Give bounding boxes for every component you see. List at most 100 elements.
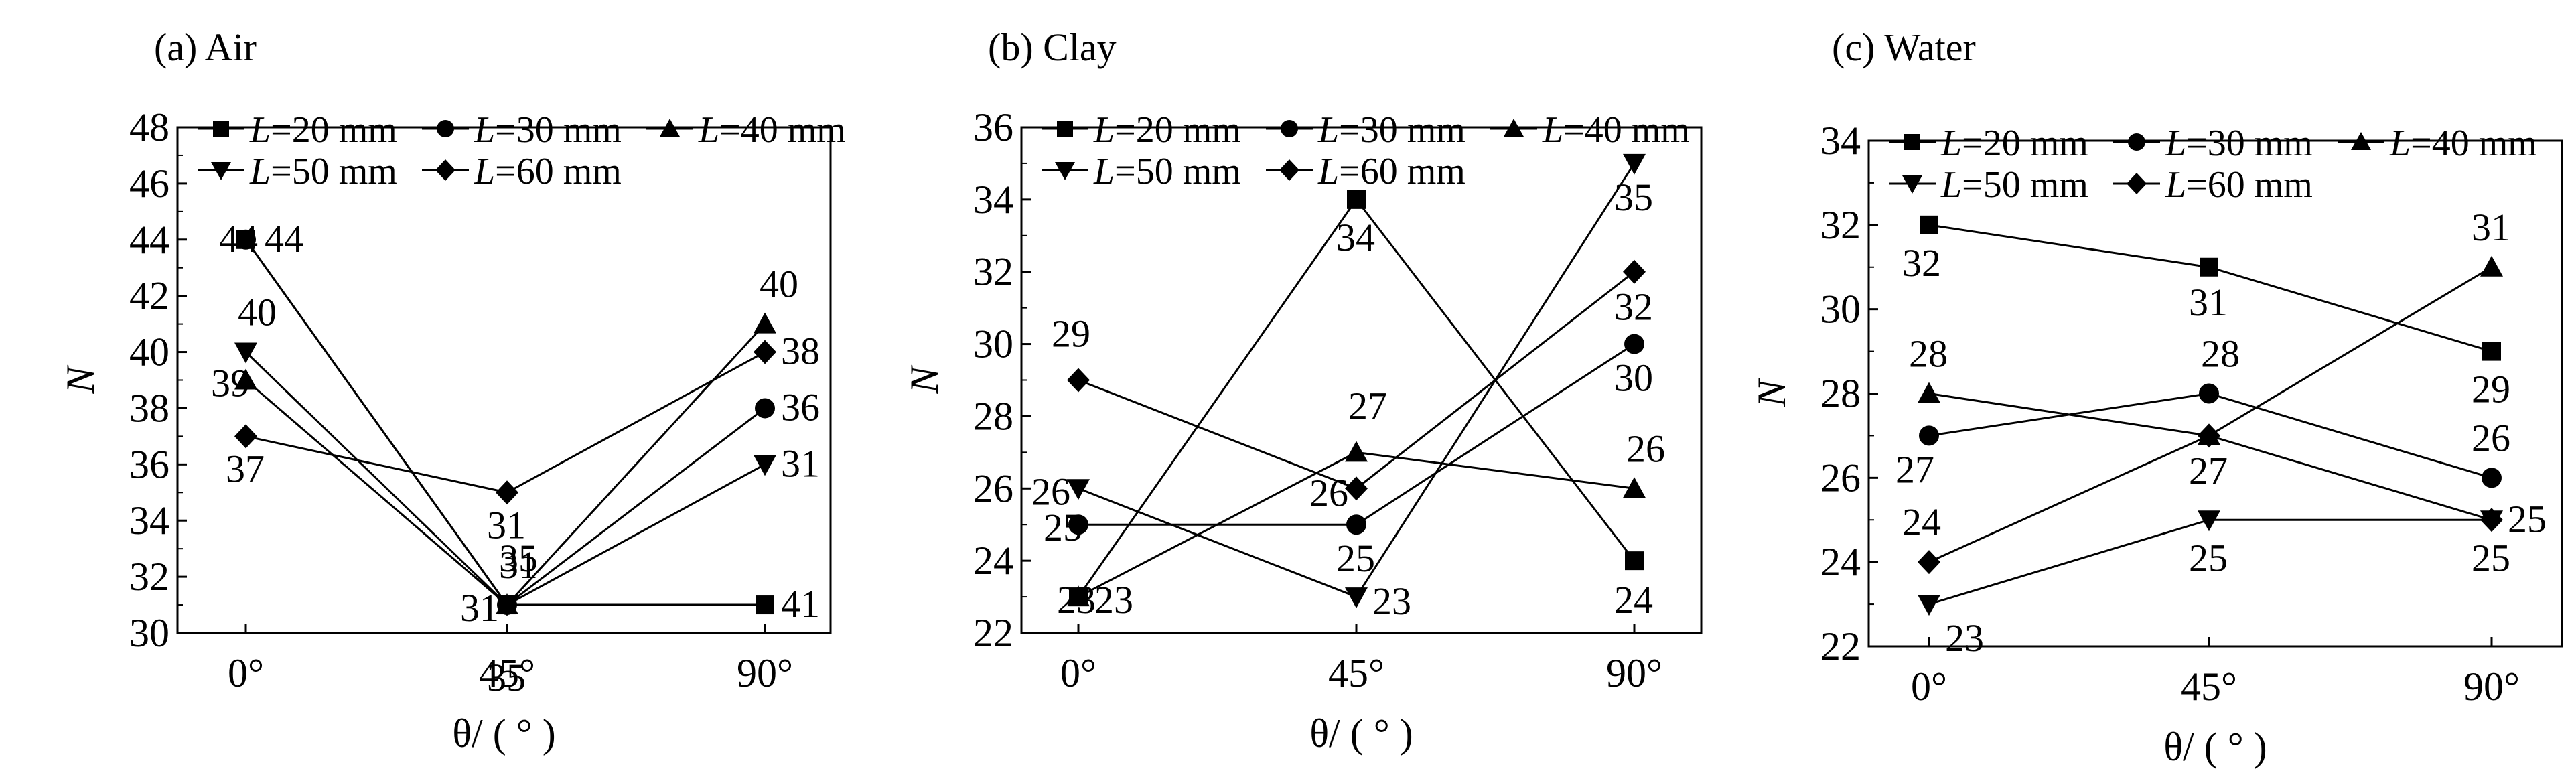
data-point [1067, 479, 1090, 500]
data-label: 31 [781, 441, 820, 485]
data-point [1918, 595, 1940, 616]
legend-marker [1057, 121, 1073, 137]
data-point [234, 368, 257, 390]
data-label: 27 [1348, 384, 1387, 427]
legend-label: L=30 mm [474, 109, 622, 151]
data-point [1346, 514, 1366, 535]
panel-title: (a) Air [154, 25, 257, 69]
data-label: 26 [1626, 427, 1665, 470]
data-label: 39 [211, 362, 250, 405]
y-tick-label: 32 [973, 250, 1013, 294]
legend-marker [1902, 175, 1922, 194]
data-label: 31 [2472, 206, 2510, 249]
data-label: 40 [238, 291, 277, 334]
data-label: 31 [460, 586, 499, 630]
data-label: 36 [781, 385, 820, 429]
legend-label: L=30 mm [2165, 123, 2313, 164]
legend-label: L=20 mm [249, 109, 397, 151]
data-label: 26 [2472, 416, 2510, 459]
legend-marker [1055, 162, 1075, 180]
data-point [755, 398, 775, 419]
legend-marker [1504, 119, 1524, 137]
data-point [2482, 468, 2502, 488]
data-label: 27 [2189, 449, 2228, 492]
data-label: 28 [1909, 332, 1948, 376]
data-label: 31 [499, 543, 538, 587]
data-label: 37 [226, 447, 265, 490]
y-tick-label: 42 [129, 274, 169, 318]
y-tick-label: 48 [129, 105, 169, 149]
data-label: 38 [781, 330, 820, 373]
data-point [2480, 508, 2503, 532]
data-point [754, 312, 776, 334]
y-tick-label: 36 [129, 442, 169, 486]
panel-title: (b) Clay [988, 25, 1117, 69]
legend-label: L=30 mm [1317, 109, 1465, 151]
data-label: 35 [1614, 175, 1653, 219]
data-label: 27 [2189, 449, 2228, 492]
y-tick-label: 34 [973, 177, 1013, 222]
x-tick-label: 45° [2181, 664, 2237, 709]
data-point [2200, 257, 2218, 277]
y-tick-label: 22 [973, 611, 1013, 655]
data-point [1345, 587, 1368, 609]
data-point [1624, 334, 1644, 354]
data-label: 25 [1044, 506, 1082, 549]
data-point [496, 480, 518, 505]
data-label: 31 [2189, 281, 2228, 324]
data-point [1067, 368, 1090, 393]
x-tick-label: 0° [1911, 664, 1947, 709]
x-tick-label: 90° [2463, 664, 2520, 709]
x-axis-title: θ/ ( ° ) [452, 711, 555, 756]
data-label: 24 [1614, 578, 1653, 622]
data-point [2198, 510, 2220, 532]
data-label: 32 [1902, 241, 1941, 285]
legend-label: L=60 mm [1317, 151, 1465, 192]
legend-label: L=20 mm [1940, 123, 2088, 164]
data-label: 28 [2201, 332, 2240, 376]
y-tick-label: 26 [973, 466, 1013, 510]
data-point [2482, 342, 2501, 361]
x-tick-label: 45° [1328, 651, 1384, 695]
y-tick-label: 26 [1820, 455, 1861, 500]
legend-marker [1279, 159, 1299, 181]
x-tick-label: 90° [737, 651, 793, 695]
data-point [1068, 514, 1088, 535]
legend-marker [1904, 134, 1920, 150]
data-label: 25 [2189, 536, 2228, 579]
data-point [1067, 585, 1090, 607]
legend-label: L=40 mm [2389, 123, 2537, 164]
data-point [1623, 153, 1646, 175]
data-label: 25 [1336, 537, 1375, 580]
y-tick-label: 32 [129, 555, 169, 599]
legend-label: L=60 mm [2165, 164, 2313, 206]
legend-label: L=50 mm [1093, 151, 1241, 192]
data-label: 26 [1031, 470, 1070, 513]
data-point [234, 342, 257, 364]
data-label: 44 [265, 217, 303, 261]
data-label: 27 [1895, 447, 1934, 491]
y-axis-title: N [1749, 378, 1794, 408]
data-point [496, 595, 518, 617]
data-label: 25 [2472, 536, 2510, 579]
y-tick-label: 28 [1820, 372, 1861, 416]
data-point [236, 229, 256, 250]
y-tick-label: 34 [129, 498, 169, 543]
legend-marker [660, 119, 680, 137]
data-label: 44 [219, 217, 258, 261]
data-label: 34 [1336, 216, 1375, 259]
legend-marker [435, 159, 455, 181]
data-point [1623, 477, 1646, 498]
legend-label: L=20 mm [1093, 109, 1241, 151]
data-label: 23 [1372, 579, 1411, 623]
data-label: 29 [2472, 368, 2510, 411]
data-point [1920, 215, 1938, 234]
y-tick-label: 32 [1820, 203, 1861, 247]
data-label: 40 [760, 263, 798, 306]
data-point [1625, 551, 1644, 571]
legend-label: L=40 mm [698, 109, 846, 151]
data-label: 25 [2508, 497, 2547, 541]
data-label: 23 [1057, 578, 1096, 622]
